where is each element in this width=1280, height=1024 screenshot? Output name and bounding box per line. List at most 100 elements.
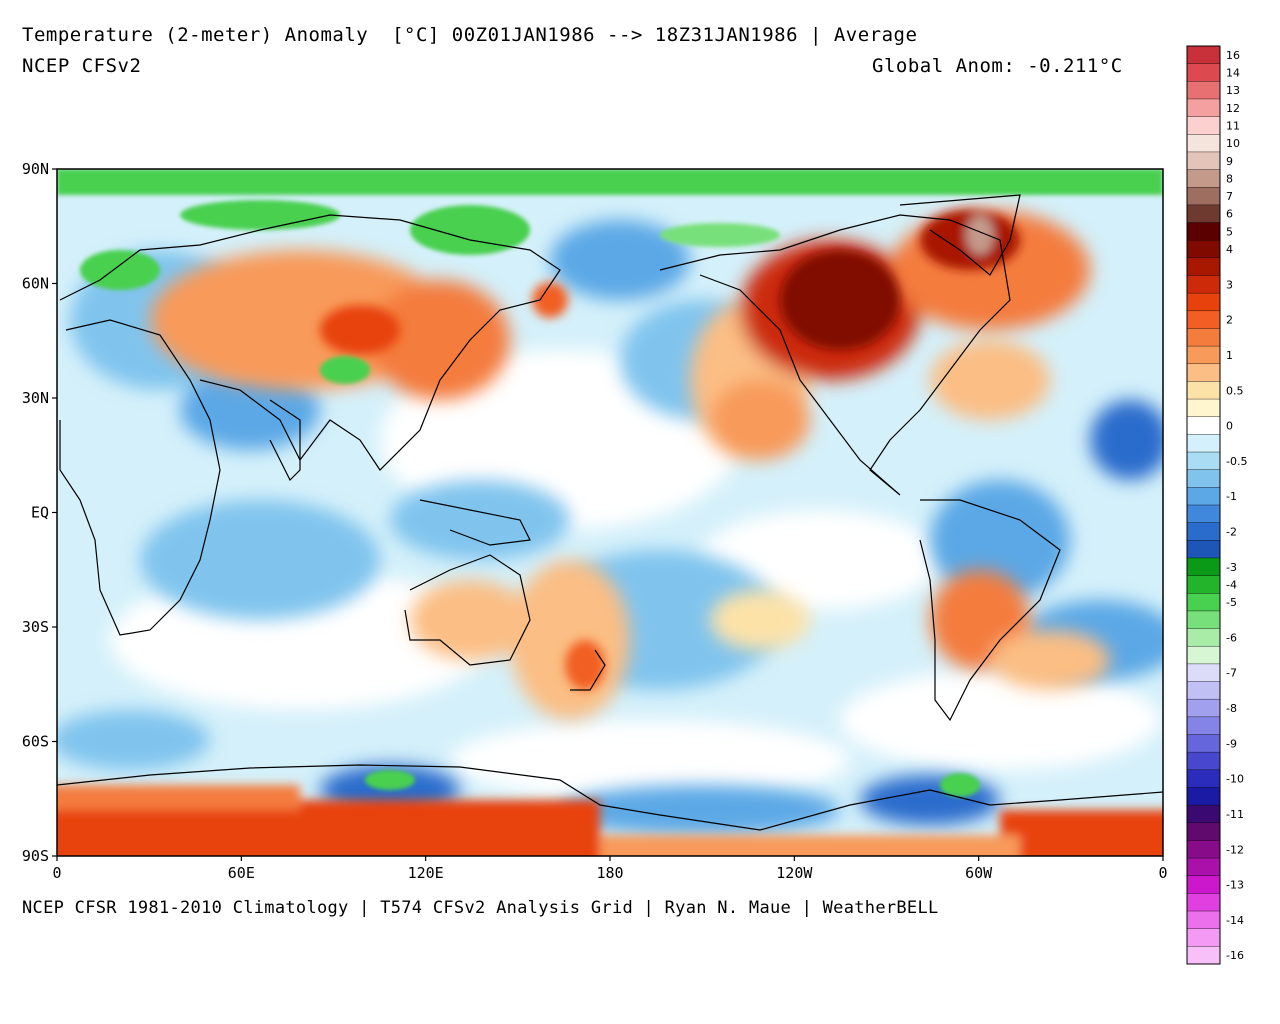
temperature-anomaly-field (57, 169, 1163, 856)
legend-swatch (1187, 434, 1220, 453)
legend-swatch (1187, 151, 1220, 170)
legend-swatch (1187, 293, 1220, 312)
legend-swatch (1187, 522, 1220, 541)
legend-swatch (1187, 840, 1220, 859)
legend-label: 9 (1226, 155, 1233, 168)
legend-label: 3 (1226, 278, 1233, 291)
legend-label: -4 (1226, 578, 1237, 591)
legend-swatch (1187, 805, 1220, 824)
legend-swatch (1187, 858, 1220, 877)
legend-swatch (1187, 116, 1220, 135)
footer-credits: NCEP CFSR 1981-2010 Climatology | T574 C… (22, 898, 939, 918)
global-anomaly: Global Anom: -0.211°C (872, 55, 1123, 77)
legend-swatch (1187, 257, 1220, 276)
legend-label: -2 (1226, 525, 1237, 538)
legend-swatch (1187, 681, 1220, 700)
lon-tick-label: 60E (228, 864, 255, 882)
latitude-axis: 90N 60N 30N EQ 30S 60S 90S (22, 160, 57, 865)
legend-label: 2 (1226, 314, 1233, 327)
legend-swatch (1187, 663, 1220, 682)
legend-border (1186, 45, 1221, 965)
chart-title: Temperature (2-meter) Anomaly [°C] 00Z01… (22, 24, 918, 46)
legend-label: 12 (1226, 102, 1240, 115)
lat-tick-label: 30S (22, 618, 49, 636)
legend-label: -16 (1226, 949, 1244, 962)
legend-swatch (1187, 646, 1220, 665)
color-legend: 16 14 13 12 11 10 9 8 7 6 5 4 3 2 1 0.5 0 -0.5 -1 -2 -3 -4 -5 -… (1186, 45, 1247, 965)
lat-tick-label: EQ (31, 504, 49, 522)
legend-swatch (1187, 928, 1220, 947)
legend-label: 0.5 (1226, 384, 1244, 397)
legend-swatch (1187, 822, 1220, 841)
lat-tick-label: 90N (22, 160, 49, 178)
legend-swatch (1187, 769, 1220, 788)
legend-swatch (1187, 875, 1220, 894)
legend-swatch (1187, 363, 1220, 382)
lon-tick-label: 180 (596, 864, 623, 882)
legend-swatch (1187, 63, 1220, 82)
legend-label: 4 (1226, 243, 1233, 256)
legend-swatch (1187, 399, 1220, 418)
legend-swatch (1187, 593, 1220, 612)
longitude-axis: 0 60E 120E 180 120W 60W 0 (52, 856, 1168, 882)
legend-swatch (1187, 240, 1220, 259)
legend-label: -6 (1226, 631, 1237, 644)
lon-tick-label: 60W (965, 864, 993, 882)
legend-swatch (1187, 946, 1220, 965)
legend-label: 16 (1226, 49, 1240, 62)
legend-swatch (1187, 911, 1220, 929)
legend-swatch (1187, 628, 1220, 647)
legend-swatch (1187, 487, 1220, 506)
legend-swatch (1187, 134, 1220, 153)
legend-swatch (1187, 893, 1220, 912)
legend-label: 0 (1226, 420, 1233, 433)
legend-label: -10 (1226, 773, 1244, 786)
legend-swatch (1187, 81, 1220, 100)
legend-label: -5 (1226, 596, 1237, 609)
legend-label: 5 (1226, 225, 1233, 238)
legend-label: 10 (1226, 137, 1240, 150)
legend-label: -14 (1226, 914, 1244, 927)
lat-tick-label: 30N (22, 389, 49, 407)
legend-label: -11 (1226, 808, 1244, 821)
lat-tick-label: 60N (22, 275, 49, 293)
lat-tick-label: 60S (22, 733, 49, 751)
legend-swatch (1187, 787, 1220, 806)
legend-swatch (1187, 752, 1220, 771)
coastlines (57, 194, 1163, 831)
legend-swatch (1187, 169, 1220, 188)
legend-swatch (1187, 98, 1220, 117)
legend-swatch (1187, 275, 1220, 294)
legend-label: -8 (1226, 702, 1237, 715)
legend-swatch (1187, 452, 1220, 470)
model-name: NCEP CFSv2 (22, 55, 142, 77)
legend-swatch (1187, 557, 1220, 576)
legend-swatch (1187, 381, 1220, 400)
legend-swatch (1187, 328, 1220, 347)
legend-swatch (1187, 734, 1220, 753)
lon-tick-label: 120E (408, 864, 444, 882)
legend-swatch (1187, 46, 1220, 64)
legend-swatch (1187, 204, 1220, 223)
legend-label: 1 (1226, 349, 1233, 362)
legend-swatch (1187, 610, 1220, 629)
legend-label: 8 (1226, 172, 1233, 185)
legend-label: 7 (1226, 190, 1233, 203)
lat-tick-label: 90S (22, 847, 49, 865)
legend-swatch (1187, 716, 1220, 735)
legend-swatch (1187, 540, 1220, 559)
legend-swatch (1187, 469, 1220, 488)
legend-label: -13 (1226, 879, 1244, 892)
legend-label: -7 (1226, 667, 1237, 680)
legend-label: 6 (1226, 208, 1233, 221)
legend-swatch (1187, 505, 1220, 523)
legend-label: -0.5 (1226, 455, 1247, 468)
legend-label: 14 (1226, 66, 1240, 79)
legend-swatch (1187, 222, 1220, 241)
legend-swatch (1187, 310, 1220, 329)
legend-label: -9 (1226, 737, 1237, 750)
legend-label: 13 (1226, 84, 1240, 97)
lon-tick-label: 0 (1158, 864, 1167, 882)
legend-label: -1 (1226, 490, 1237, 503)
